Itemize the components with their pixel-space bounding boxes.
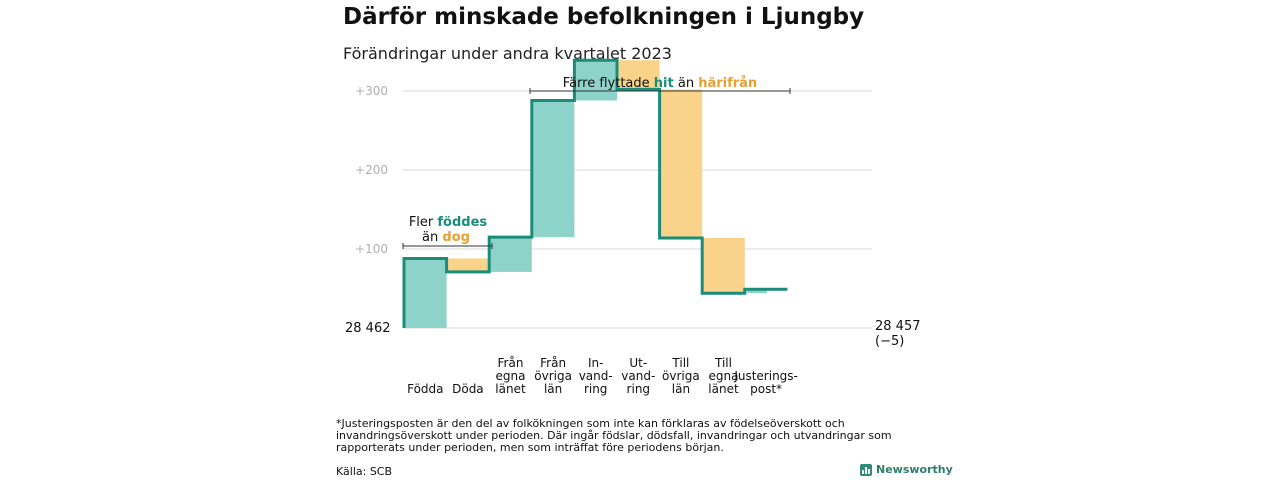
brand-name: Newsworthy — [876, 463, 953, 476]
bar — [489, 237, 532, 272]
bar — [446, 258, 490, 272]
category-label: vand- — [579, 369, 613, 383]
category-label: övriga — [662, 369, 700, 383]
category-label: egna — [709, 369, 739, 383]
annotation-migration-part: hit — [654, 76, 674, 91]
chart-title: Därför minskade befolkningen i Ljungby — [343, 4, 865, 30]
annotation-migration-part: än — [674, 76, 698, 91]
cumulative-line — [402, 58, 788, 328]
category-label: egna — [496, 369, 526, 383]
y-tick-label: +300 — [355, 84, 388, 98]
y-tick-label: +100 — [355, 242, 388, 256]
y-tick-label: +200 — [355, 163, 388, 177]
category-label: ring — [584, 382, 608, 396]
category-label: post* — [750, 382, 782, 396]
annotation-migration-part: härifrån — [698, 76, 757, 91]
category-label: övriga — [534, 369, 572, 383]
newsworthy-icon — [860, 463, 872, 476]
end-change-label: (−5) — [875, 334, 904, 349]
annotation-births-deaths-part: dog — [442, 230, 470, 245]
category-label: Från — [540, 356, 566, 370]
category-label: Till — [671, 356, 689, 370]
bar — [574, 60, 617, 101]
category-label: länet — [495, 382, 526, 396]
annotation-migration-part: Färre flyttade — [563, 76, 654, 91]
start-value-label: 28 462 — [345, 321, 391, 336]
category-label: Döda — [452, 382, 484, 396]
category-label: vand- — [621, 369, 655, 383]
category-label: Till — [714, 356, 732, 370]
source-note: Källa: SCB — [336, 465, 393, 478]
annotation-births-deaths-part: än — [422, 230, 442, 245]
category-label: ring — [627, 382, 651, 396]
bar — [659, 89, 703, 238]
category-label: länet — [708, 382, 739, 396]
end-value-label: 28 457 — [875, 319, 921, 334]
category-label: län — [672, 382, 690, 396]
annotation-births-deaths: Fler föddes — [409, 215, 488, 230]
category-label: Födda — [407, 382, 443, 396]
annotation-births-deaths-part: föddes — [437, 215, 487, 230]
annotation-births-deaths-part: Fler — [409, 215, 438, 230]
category-label: In- — [588, 356, 603, 370]
chart-subtitle: Förändringar under andra kvartalet 2023 — [343, 44, 672, 63]
footnote: *Justeringsposten är den del av folkökni… — [336, 417, 892, 454]
category-label: Ut- — [629, 356, 647, 370]
waterfall-chart: +100 +200 +300 28 462 28 457(−5) Födda Döda Frå… — [345, 58, 921, 396]
bar — [617, 60, 660, 90]
category-label: Justerings- — [733, 369, 798, 383]
bar — [531, 100, 575, 238]
annotation-births-deaths: än dog — [422, 230, 470, 245]
category-label: Från — [498, 356, 524, 370]
bar — [702, 237, 745, 294]
annotation-migration: Färre flyttade hit än härifrån — [563, 76, 757, 91]
bar — [404, 258, 447, 328]
brand-logo: Newsworthy — [860, 463, 953, 476]
category-label: län — [544, 382, 562, 396]
bar — [746, 289, 767, 294]
